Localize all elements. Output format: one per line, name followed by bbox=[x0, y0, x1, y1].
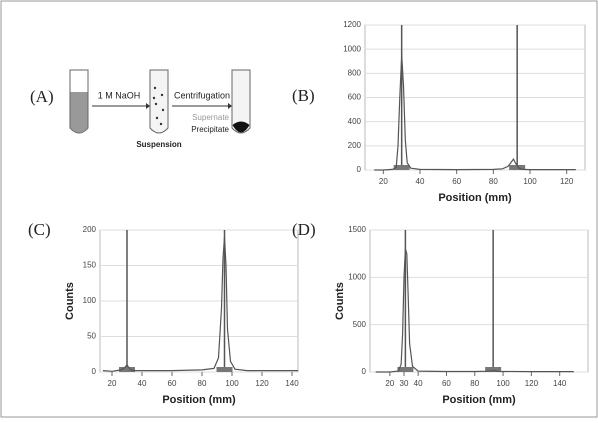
x-tick-label: 80 bbox=[198, 379, 207, 388]
x-tick-label: 140 bbox=[285, 379, 299, 388]
y-tick-label: 0 bbox=[92, 367, 97, 376]
tube bbox=[149, 69, 169, 134]
x-tick-label: 20 bbox=[108, 379, 117, 388]
panel-label: (C) bbox=[28, 220, 51, 239]
y-tick-label: 0 bbox=[362, 367, 367, 376]
liquid bbox=[70, 92, 88, 133]
x-tick-label: 120 bbox=[525, 379, 539, 388]
layer-label: Precipitate bbox=[191, 125, 229, 134]
y-tick-label: 150 bbox=[83, 261, 97, 270]
region-box bbox=[397, 367, 414, 372]
region-box bbox=[509, 165, 526, 170]
x-axis-label: Position (mm) bbox=[438, 192, 512, 204]
trace bbox=[102, 237, 298, 372]
x-tick-label: 20 bbox=[379, 177, 388, 186]
y-tick-label: 100 bbox=[83, 296, 97, 305]
plot-area bbox=[369, 229, 589, 373]
region-box bbox=[216, 367, 233, 372]
y-tick-label: 1000 bbox=[343, 44, 361, 53]
y-tick-label: 0 bbox=[357, 165, 362, 174]
panel-label: (D) bbox=[292, 220, 316, 239]
layer-label: Supernate bbox=[192, 113, 229, 122]
diagram: (A) 1 M NaOH Centrifugation Suspension S… bbox=[30, 69, 251, 149]
tube bbox=[231, 69, 251, 134]
y-tick-label: 800 bbox=[348, 68, 362, 77]
x-tick-label: 80 bbox=[489, 177, 498, 186]
y-axis-label: Counts bbox=[334, 282, 346, 320]
y-tick-label: 400 bbox=[348, 117, 362, 126]
y-tick-label: 200 bbox=[83, 225, 97, 234]
arrow-head bbox=[146, 103, 150, 109]
y-tick-label: 1000 bbox=[348, 272, 366, 281]
x-tick-label: 20 bbox=[385, 379, 394, 388]
x-tick-label: 140 bbox=[553, 379, 567, 388]
x-tick-label: 100 bbox=[523, 177, 537, 186]
trace bbox=[375, 248, 574, 373]
x-tick-label: 80 bbox=[470, 379, 479, 388]
panel-label: (B) bbox=[292, 86, 315, 105]
x-tick-label: 60 bbox=[168, 379, 177, 388]
x-axis-label: Position (mm) bbox=[442, 394, 516, 406]
trace bbox=[374, 55, 576, 171]
step-label: Centrifugation bbox=[174, 90, 230, 100]
panel-label: (A) bbox=[30, 87, 54, 106]
pellet bbox=[232, 121, 250, 133]
x-tick-label: 30 bbox=[400, 379, 409, 388]
x-tick-label: 40 bbox=[138, 379, 147, 388]
y-tick-label: 1500 bbox=[348, 225, 366, 234]
x-axis-label: Position (mm) bbox=[162, 394, 236, 406]
x-tick-label: 40 bbox=[416, 177, 425, 186]
y-tick-label: 1200 bbox=[343, 20, 361, 29]
x-tick-label: 40 bbox=[414, 379, 423, 388]
x-tick-label: 120 bbox=[255, 379, 269, 388]
arrow-head bbox=[228, 103, 232, 109]
y-tick-label: 500 bbox=[353, 320, 367, 329]
x-tick-label: 120 bbox=[560, 177, 574, 186]
region-box bbox=[485, 367, 502, 372]
region-box bbox=[119, 367, 135, 372]
region-box bbox=[393, 165, 410, 170]
particles bbox=[152, 86, 165, 126]
x-tick-label: 60 bbox=[452, 177, 461, 186]
x-tick-label: 100 bbox=[496, 379, 510, 388]
tube-label: Suspension bbox=[136, 140, 181, 149]
x-tick-label: 100 bbox=[225, 379, 239, 388]
y-tick-label: 600 bbox=[348, 93, 362, 102]
x-tick-label: 60 bbox=[442, 379, 451, 388]
y-axis-label: Counts bbox=[64, 282, 76, 320]
y-tick-label: 200 bbox=[348, 141, 362, 150]
step-label: 1 M NaOH bbox=[98, 90, 141, 100]
y-tick-label: 50 bbox=[87, 332, 96, 341]
